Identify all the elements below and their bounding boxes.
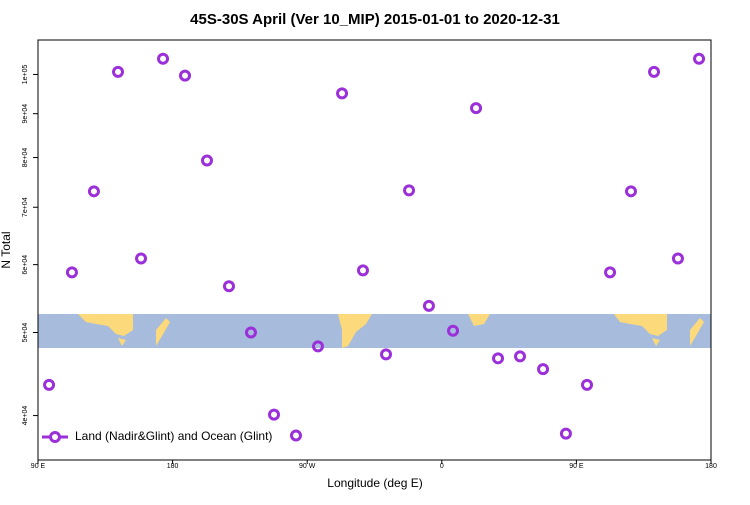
point	[157, 52, 170, 65]
point	[624, 185, 637, 198]
chart-title: 45S-30S April (Ver 10_MIP) 2015-01-01 to…	[190, 11, 560, 28]
x-tick-label: 90 E	[569, 463, 584, 470]
y-tick-label: 8e+04	[22, 148, 29, 168]
point	[470, 102, 483, 115]
point	[693, 52, 706, 65]
point	[267, 408, 280, 421]
x-tick-label: 180	[167, 463, 179, 470]
point	[380, 348, 393, 361]
x-tick-label: 90 W	[299, 463, 316, 470]
point	[65, 266, 78, 279]
y-tick-label: 7e+04	[22, 197, 29, 217]
map-band	[38, 314, 711, 348]
point	[356, 264, 369, 277]
point	[559, 427, 572, 440]
y-axis-label: N Total	[0, 231, 13, 268]
y-tick-label: 4e+04	[22, 406, 29, 426]
point	[179, 69, 192, 82]
y-tick-label: 6e+04	[22, 255, 29, 275]
point	[289, 429, 302, 442]
x-tick-label: 0	[440, 463, 444, 470]
legend-label: Land (Nadir&Glint) and Ocean (Glint)	[75, 429, 272, 443]
point	[604, 266, 617, 279]
point	[537, 363, 550, 376]
point	[422, 299, 435, 312]
y-tick-label: 9e+04	[22, 104, 29, 124]
point	[135, 252, 148, 265]
point	[87, 185, 100, 198]
legend-marker	[49, 431, 61, 443]
point	[581, 378, 594, 391]
y-tick-label: 5e+04	[22, 323, 29, 343]
point	[403, 184, 416, 197]
point	[336, 87, 349, 100]
point	[112, 65, 125, 78]
point	[222, 280, 235, 293]
point	[43, 378, 56, 391]
point	[671, 252, 684, 265]
point	[447, 324, 460, 337]
point	[311, 340, 324, 353]
x-axis-label: Longitude (deg E)	[327, 476, 422, 490]
point	[200, 154, 213, 167]
point	[648, 65, 661, 78]
point	[492, 352, 505, 365]
point	[244, 326, 257, 339]
y-tick-label: 1e+05	[22, 65, 29, 85]
x-tick-label: 180	[705, 463, 717, 470]
x-tick-label: 90 E	[31, 463, 46, 470]
point	[514, 350, 527, 363]
plot-frame	[37, 39, 712, 461]
